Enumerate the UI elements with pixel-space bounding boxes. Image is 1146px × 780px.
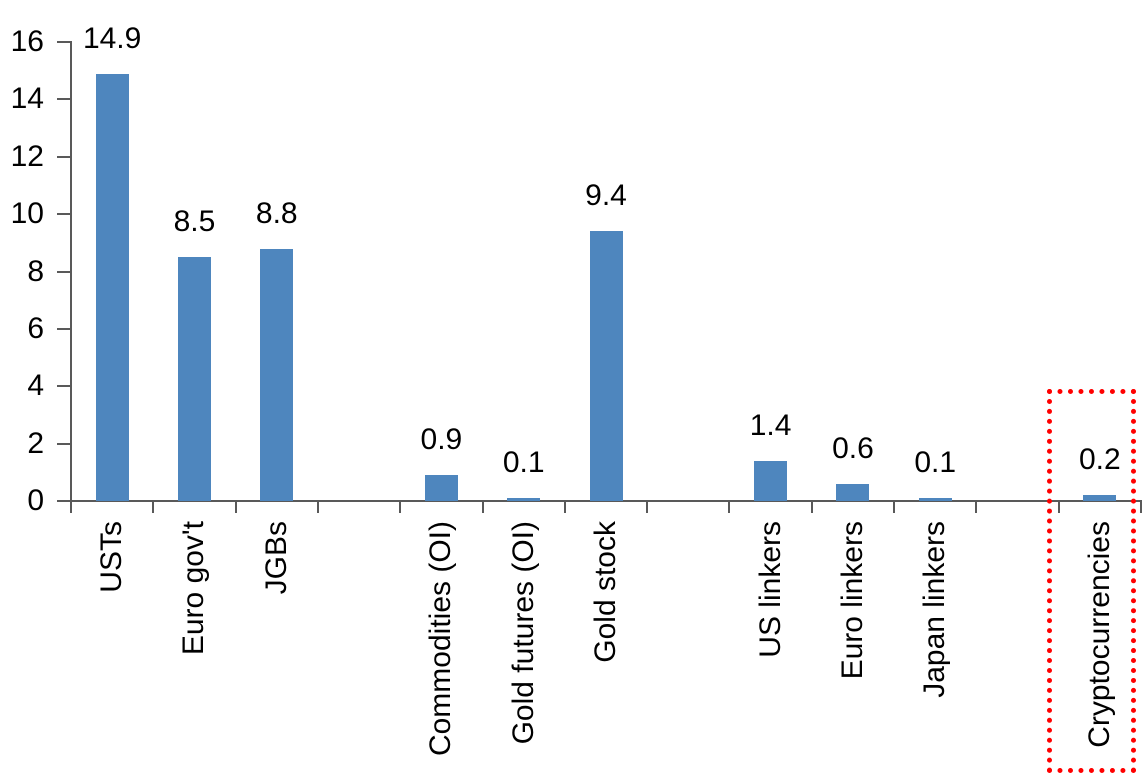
bar-euro-linkers	[836, 483, 870, 501]
y-tick-label-8: 8	[27, 254, 44, 288]
y-tick-label-0: 0	[27, 484, 44, 517]
bar-commodities-oi	[424, 475, 458, 501]
data-label-us-linkers: 1.4	[749, 408, 792, 442]
bar-cryptocurrencies	[1083, 495, 1117, 501]
y-tick-12	[57, 155, 70, 158]
x-tick-11	[975, 501, 978, 513]
category-label-gold-stock: Gold stock	[589, 521, 622, 663]
y-tick-8	[57, 270, 70, 273]
x-tick-13	[1140, 501, 1142, 513]
x-tick-10	[893, 501, 896, 513]
x-tick-7	[646, 501, 649, 513]
data-label-commodities-oi: 0.9	[420, 423, 463, 457]
bar-jgbs	[260, 248, 294, 501]
y-tick-2	[57, 442, 70, 445]
bar-gold-stock	[589, 231, 623, 501]
category-label-euro-gov-t: Euro gov't	[177, 521, 211, 656]
y-tick-16	[57, 41, 70, 43]
bar-euro-gov-t	[177, 257, 211, 501]
category-label-usts: USTs	[95, 521, 129, 593]
y-tick-14	[57, 98, 70, 101]
category-label-euro-linkers: Euro linkers	[835, 521, 869, 680]
y-tick-10	[57, 213, 70, 216]
x-tick-4	[399, 501, 402, 513]
y-tick-label-2: 2	[27, 426, 44, 460]
bar-usts	[95, 73, 129, 501]
x-tick-9	[810, 501, 813, 513]
y-tick-label-10: 10	[10, 197, 44, 231]
x-tick-1	[152, 501, 155, 513]
x-tick-8	[728, 501, 731, 513]
y-axis-line	[70, 41, 72, 501]
data-label-gold-futures-oi: 0.1	[502, 446, 545, 480]
category-label-japan-linkers: Japan linkers	[918, 521, 952, 698]
x-tick-2	[234, 501, 237, 513]
data-label-cryptocurrencies: 0.2	[1078, 443, 1121, 477]
x-tick-6	[563, 501, 566, 513]
data-label-usts: 14.9	[82, 21, 142, 55]
bar-us-linkers	[754, 460, 788, 501]
y-tick-label-14: 14	[10, 82, 44, 116]
data-label-japan-linkers: 0.1	[914, 446, 957, 480]
data-label-gold-stock: 9.4	[585, 179, 627, 213]
category-label-us-linkers: US linkers	[753, 521, 787, 658]
data-label-jgbs: 8.8	[255, 196, 298, 230]
bar-gold-futures-oi	[507, 498, 541, 501]
data-label-euro-gov-t: 8.5	[173, 205, 216, 239]
x-axis-line	[70, 500, 1142, 502]
y-tick-label-16: 16	[10, 25, 44, 58]
x-tick-3	[316, 501, 319, 513]
bar-japan-linkers	[918, 498, 952, 501]
y-tick-4	[57, 385, 70, 388]
y-tick-label-12: 12	[10, 139, 44, 173]
y-tick-0	[57, 500, 70, 502]
y-tick-label-4: 4	[27, 369, 44, 403]
x-tick-5	[481, 501, 484, 513]
category-label-jgbs: JGBs	[259, 521, 293, 595]
x-tick-12	[1057, 501, 1060, 513]
category-label-gold-futures-oi: Gold futures (OI)	[506, 521, 540, 745]
data-label-euro-linkers: 0.6	[832, 431, 874, 465]
y-tick-label-6: 6	[27, 311, 44, 345]
highlight-box	[1046, 389, 1136, 773]
category-label-commodities-oi: Commodities (OI)	[424, 521, 458, 757]
x-tick-0	[70, 501, 72, 513]
y-tick-6	[57, 327, 70, 330]
